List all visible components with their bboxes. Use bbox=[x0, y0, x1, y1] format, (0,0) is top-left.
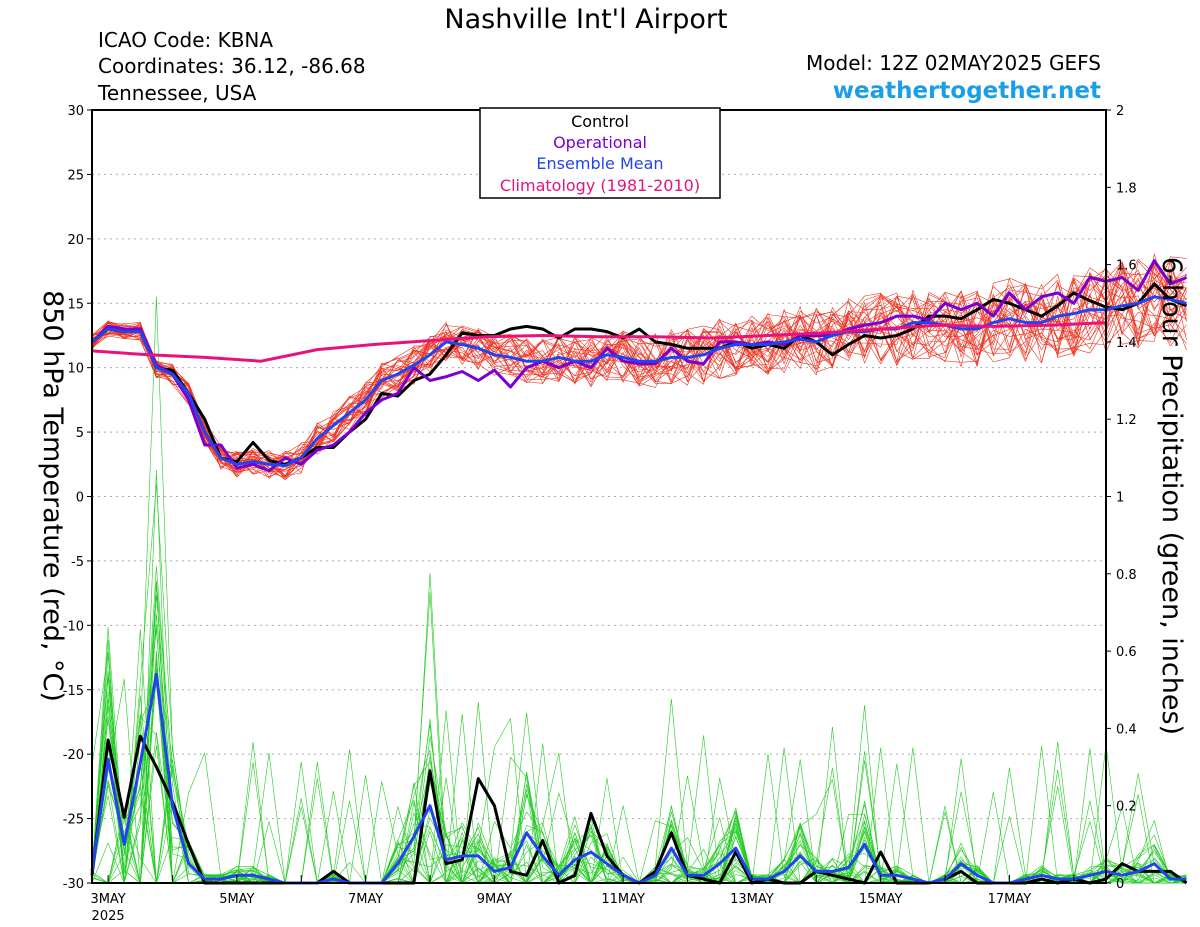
x-tick-label: 5MAY bbox=[219, 892, 254, 907]
y2-tick-label: 0.6 bbox=[1116, 645, 1137, 660]
precipitation-member-line bbox=[91, 670, 1187, 884]
x-axis: 3MAY 5MAY 7MAY 9MAY 11MAY 13MAY 15MAY 17MAY 2025 bbox=[90, 875, 1075, 924]
x-tick-label: 11MAY bbox=[601, 892, 645, 907]
precipitation-member-line bbox=[91, 716, 1187, 884]
legend-box bbox=[479, 107, 721, 199]
ensemble-temperature-line bbox=[91, 295, 1187, 468]
temperature-member-line bbox=[91, 272, 1187, 478]
y2-tick-label: 0 bbox=[1116, 877, 1124, 892]
temperature-member-line bbox=[91, 273, 1187, 470]
control-precipitation-line bbox=[90, 734, 1188, 885]
y-tick-label: 25 bbox=[67, 168, 84, 183]
legend-ensemble-mean: Ensemble Mean bbox=[536, 154, 663, 173]
x-tick-label: 3MAY bbox=[90, 892, 125, 907]
icao-code: ICAO Code: KBNA bbox=[98, 28, 273, 52]
coordinates: Coordinates: 36.12, -86.68 bbox=[98, 54, 366, 78]
y2-tick-label: 0.8 bbox=[1116, 568, 1137, 583]
precipitation-member-line bbox=[91, 626, 1187, 884]
precipitation-member-line bbox=[91, 744, 1187, 884]
control-temperature-line bbox=[91, 282, 1188, 466]
y-tick-label: 20 bbox=[67, 233, 84, 248]
plot-frame bbox=[91, 109, 1107, 884]
grid-lines bbox=[92, 173, 1106, 820]
precipitation-member-line bbox=[91, 668, 1187, 884]
y-tick-label: 10 bbox=[67, 362, 84, 377]
legend-operational: Operational bbox=[553, 133, 647, 152]
y-tick-label: -10 bbox=[63, 619, 84, 634]
y-tick-label: 0 bbox=[76, 491, 84, 506]
y2-tick-label: 0.2 bbox=[1116, 800, 1137, 815]
precipitation-member-line bbox=[91, 629, 1187, 884]
region: Tennessee, USA bbox=[97, 81, 257, 105]
x-tick-label: 17MAY bbox=[988, 892, 1032, 907]
y-tick-label: 15 bbox=[67, 297, 84, 312]
temperature-member-line bbox=[91, 262, 1187, 472]
legend: Control Operational Ensemble Mean Climat… bbox=[479, 107, 721, 199]
temperature-member-line bbox=[91, 269, 1187, 465]
legend-control: Control bbox=[571, 112, 629, 131]
y2-tick-label: 1.2 bbox=[1116, 413, 1137, 428]
x-tick-label: 15MAY bbox=[859, 892, 903, 907]
temperature-member-line bbox=[91, 272, 1187, 473]
precipitation-member-line bbox=[92, 675, 1187, 884]
y2-axis-label: 6-hour Precipitation (green, inches) bbox=[1156, 257, 1187, 735]
x-year-label: 2025 bbox=[92, 909, 125, 924]
y-axis-label: 850 hPa Temperature (red, °C) bbox=[37, 290, 68, 702]
precipitation-member-line bbox=[91, 713, 1187, 884]
temperature-member-line bbox=[91, 271, 1187, 471]
site-name[interactable]: weathertogether.net bbox=[833, 78, 1101, 104]
left-axis: 30 25 20 15 10 5 0 -5 -10 -15 -20 -25 -30 bbox=[63, 104, 92, 892]
precipitation-member-line bbox=[91, 613, 1187, 884]
y-tick-label: 5 bbox=[76, 426, 84, 441]
precipitation-member-line bbox=[91, 580, 1187, 884]
precipitation-member-line bbox=[91, 584, 1187, 884]
x-tick-label: 13MAY bbox=[730, 892, 774, 907]
ensemble-precipitation-line bbox=[90, 672, 1187, 885]
y2-tick-label: 0.4 bbox=[1116, 722, 1137, 737]
y2-tick-label: 1.8 bbox=[1116, 181, 1137, 196]
legend-climatology: Climatology (1981-2010) bbox=[500, 176, 700, 195]
precipitation-member-line bbox=[91, 746, 1187, 884]
precipitation-member-line bbox=[91, 566, 1187, 884]
chart-title: Nashville Int'l Airport bbox=[444, 4, 727, 35]
y2-tick-label: 1 bbox=[1116, 491, 1124, 506]
x-tick-label: 7MAY bbox=[348, 892, 383, 907]
precipitation-member-line bbox=[91, 623, 1187, 884]
climatology-temperature-line bbox=[91, 321, 1107, 363]
y2-tick-label: 2 bbox=[1116, 104, 1124, 119]
precipitation-member-line bbox=[91, 594, 1187, 884]
y2-tick-label: 1.6 bbox=[1116, 259, 1137, 274]
y-tick-label: -5 bbox=[71, 555, 84, 570]
x-tick-label: 9MAY bbox=[477, 892, 512, 907]
precipitation-member-line bbox=[91, 483, 1187, 884]
y-tick-label: 30 bbox=[67, 104, 84, 119]
y2-tick-label: 1.4 bbox=[1116, 336, 1137, 351]
temperature-member-line bbox=[91, 265, 1187, 478]
right-axis: 2 1.8 1.6 1.4 1.2 1 0.8 0.6 0.4 0.2 0 bbox=[1106, 104, 1137, 892]
y-tick-label: -15 bbox=[63, 684, 84, 699]
operational-temperature-line bbox=[90, 259, 1188, 473]
model-run: Model: 12Z 02MAY2025 GEFS bbox=[806, 51, 1101, 75]
precipitation-member-line bbox=[92, 758, 1187, 884]
precipitation-member-line bbox=[91, 628, 1187, 884]
precipitation-member-line bbox=[91, 581, 1187, 884]
precipitation-member-line bbox=[92, 469, 1187, 884]
y-tick-label: -25 bbox=[63, 813, 84, 828]
precipitation-member-line bbox=[91, 591, 1187, 884]
y-tick-label: -20 bbox=[63, 748, 84, 763]
y-tick-label: -30 bbox=[63, 877, 84, 892]
